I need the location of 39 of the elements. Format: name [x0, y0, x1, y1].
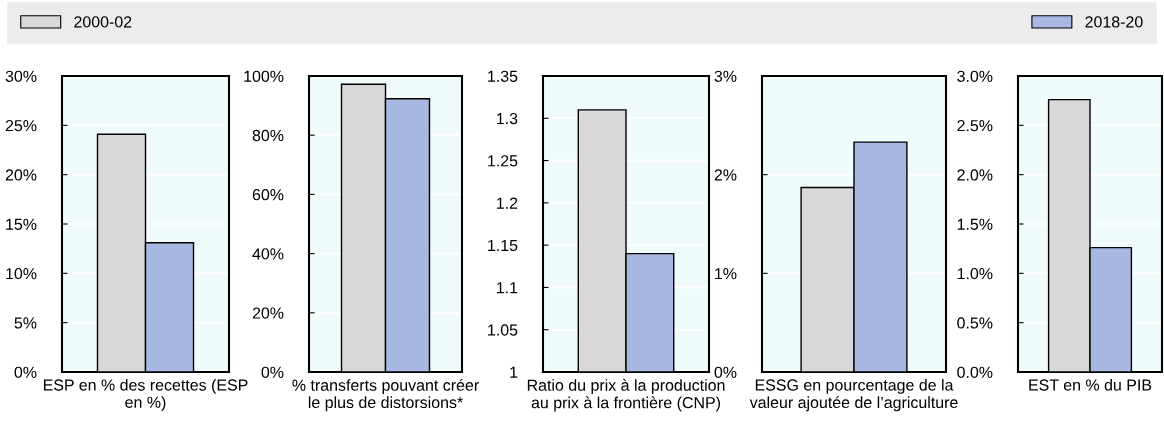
y-tick-label: 0% — [261, 366, 284, 378]
x-tick-label: ESSG en pourcentage de la valeur ajoutée de l’agriculture — [749, 378, 958, 412]
x-tick-label: EST en % du PIB — [1029, 378, 1152, 391]
y-tick-label: 2% — [714, 169, 737, 181]
y-tick-label: 1.5% — [957, 218, 993, 230]
y-tick-label: 1.25 — [488, 155, 518, 167]
y-tick-label: 3% — [714, 70, 737, 82]
y-tick-label: 1% — [715, 268, 737, 280]
y-tick-label: 30% — [5, 70, 37, 82]
y-tick-label: 80% — [252, 129, 284, 142]
y-tick-label: 1.0% — [957, 267, 993, 280]
y-tick-label: 100% — [244, 70, 284, 82]
y-tick-label: 1 — [510, 366, 518, 378]
y-tick-label: 0.0% — [957, 366, 993, 378]
y-tick-label: 1.05 — [488, 324, 518, 336]
legend-label: 2000-02 — [74, 16, 132, 28]
y-tick-label: 25% — [5, 119, 37, 132]
y-tick-label: 20% — [252, 307, 284, 319]
y-tick-label: 60% — [252, 189, 284, 201]
y-tick-label: 0% — [714, 366, 737, 378]
y-tick-label: 10% — [6, 267, 37, 280]
y-tick-label: 1.35 — [488, 70, 518, 82]
y-tick-label: 1.3 — [497, 112, 518, 125]
y-tick-label: 0% — [14, 366, 37, 378]
x-tick-label: ESP en % des recettes (ESP en %) — [43, 378, 248, 412]
y-tick-label: 1.2 — [497, 197, 518, 209]
legend-label: 2018-20 — [1085, 16, 1143, 28]
x-tick-label: Ratio du prix à la production au prix à la frontière (CNP) — [527, 378, 725, 412]
y-tick-label: 3.0% — [957, 70, 993, 82]
y-tick-label: 1.15 — [488, 239, 518, 252]
y-tick-label: 2.5% — [957, 119, 993, 132]
x-tick-label: % transferts pouvant créer le plus de distorsions* — [292, 378, 479, 412]
y-tick-label: 2.0% — [957, 169, 993, 181]
y-tick-label: 0.5% — [957, 317, 993, 329]
y-tick-label: 5% — [14, 317, 37, 329]
y-tick-label: 1.1 — [497, 282, 518, 294]
y-tick-label: 40% — [252, 248, 284, 260]
y-tick-label: 20% — [5, 169, 37, 181]
y-tick-label: 15% — [6, 218, 37, 230]
